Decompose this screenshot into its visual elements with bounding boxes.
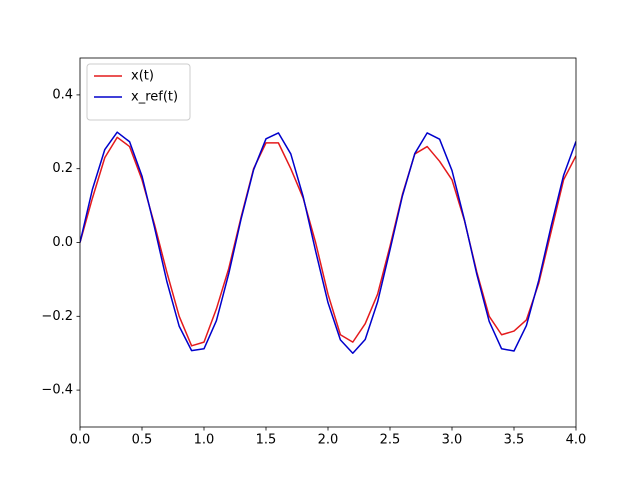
plot <box>80 131 576 354</box>
y-tick-label: 0.2 <box>52 161 73 176</box>
x-tick-label: 1.5 <box>256 433 277 448</box>
y-tick-label: −0.4 <box>41 383 73 398</box>
x-tick-label: 4.0 <box>566 433 587 448</box>
y-tick-label: −0.2 <box>41 309 73 324</box>
x-tick-label: 0.0 <box>70 433 91 448</box>
series-line <box>80 136 576 347</box>
x-tick-label: 1.0 <box>194 433 215 448</box>
y-tick-label: 0.4 <box>52 87 73 102</box>
legend-label: x(t) <box>131 69 154 84</box>
legend-label: x_ref(t) <box>131 90 178 105</box>
x-tick-label: 2.0 <box>318 433 339 448</box>
y-tick-label: 0.0 <box>52 235 73 250</box>
legend-box <box>86 63 191 121</box>
x-tick-label: 3.0 <box>442 433 463 448</box>
x-tick-label: 0.5 <box>132 433 153 448</box>
x-tick-label: 3.5 <box>504 433 525 448</box>
x-tick-label: 2.5 <box>380 433 401 448</box>
series-line <box>80 131 576 354</box>
